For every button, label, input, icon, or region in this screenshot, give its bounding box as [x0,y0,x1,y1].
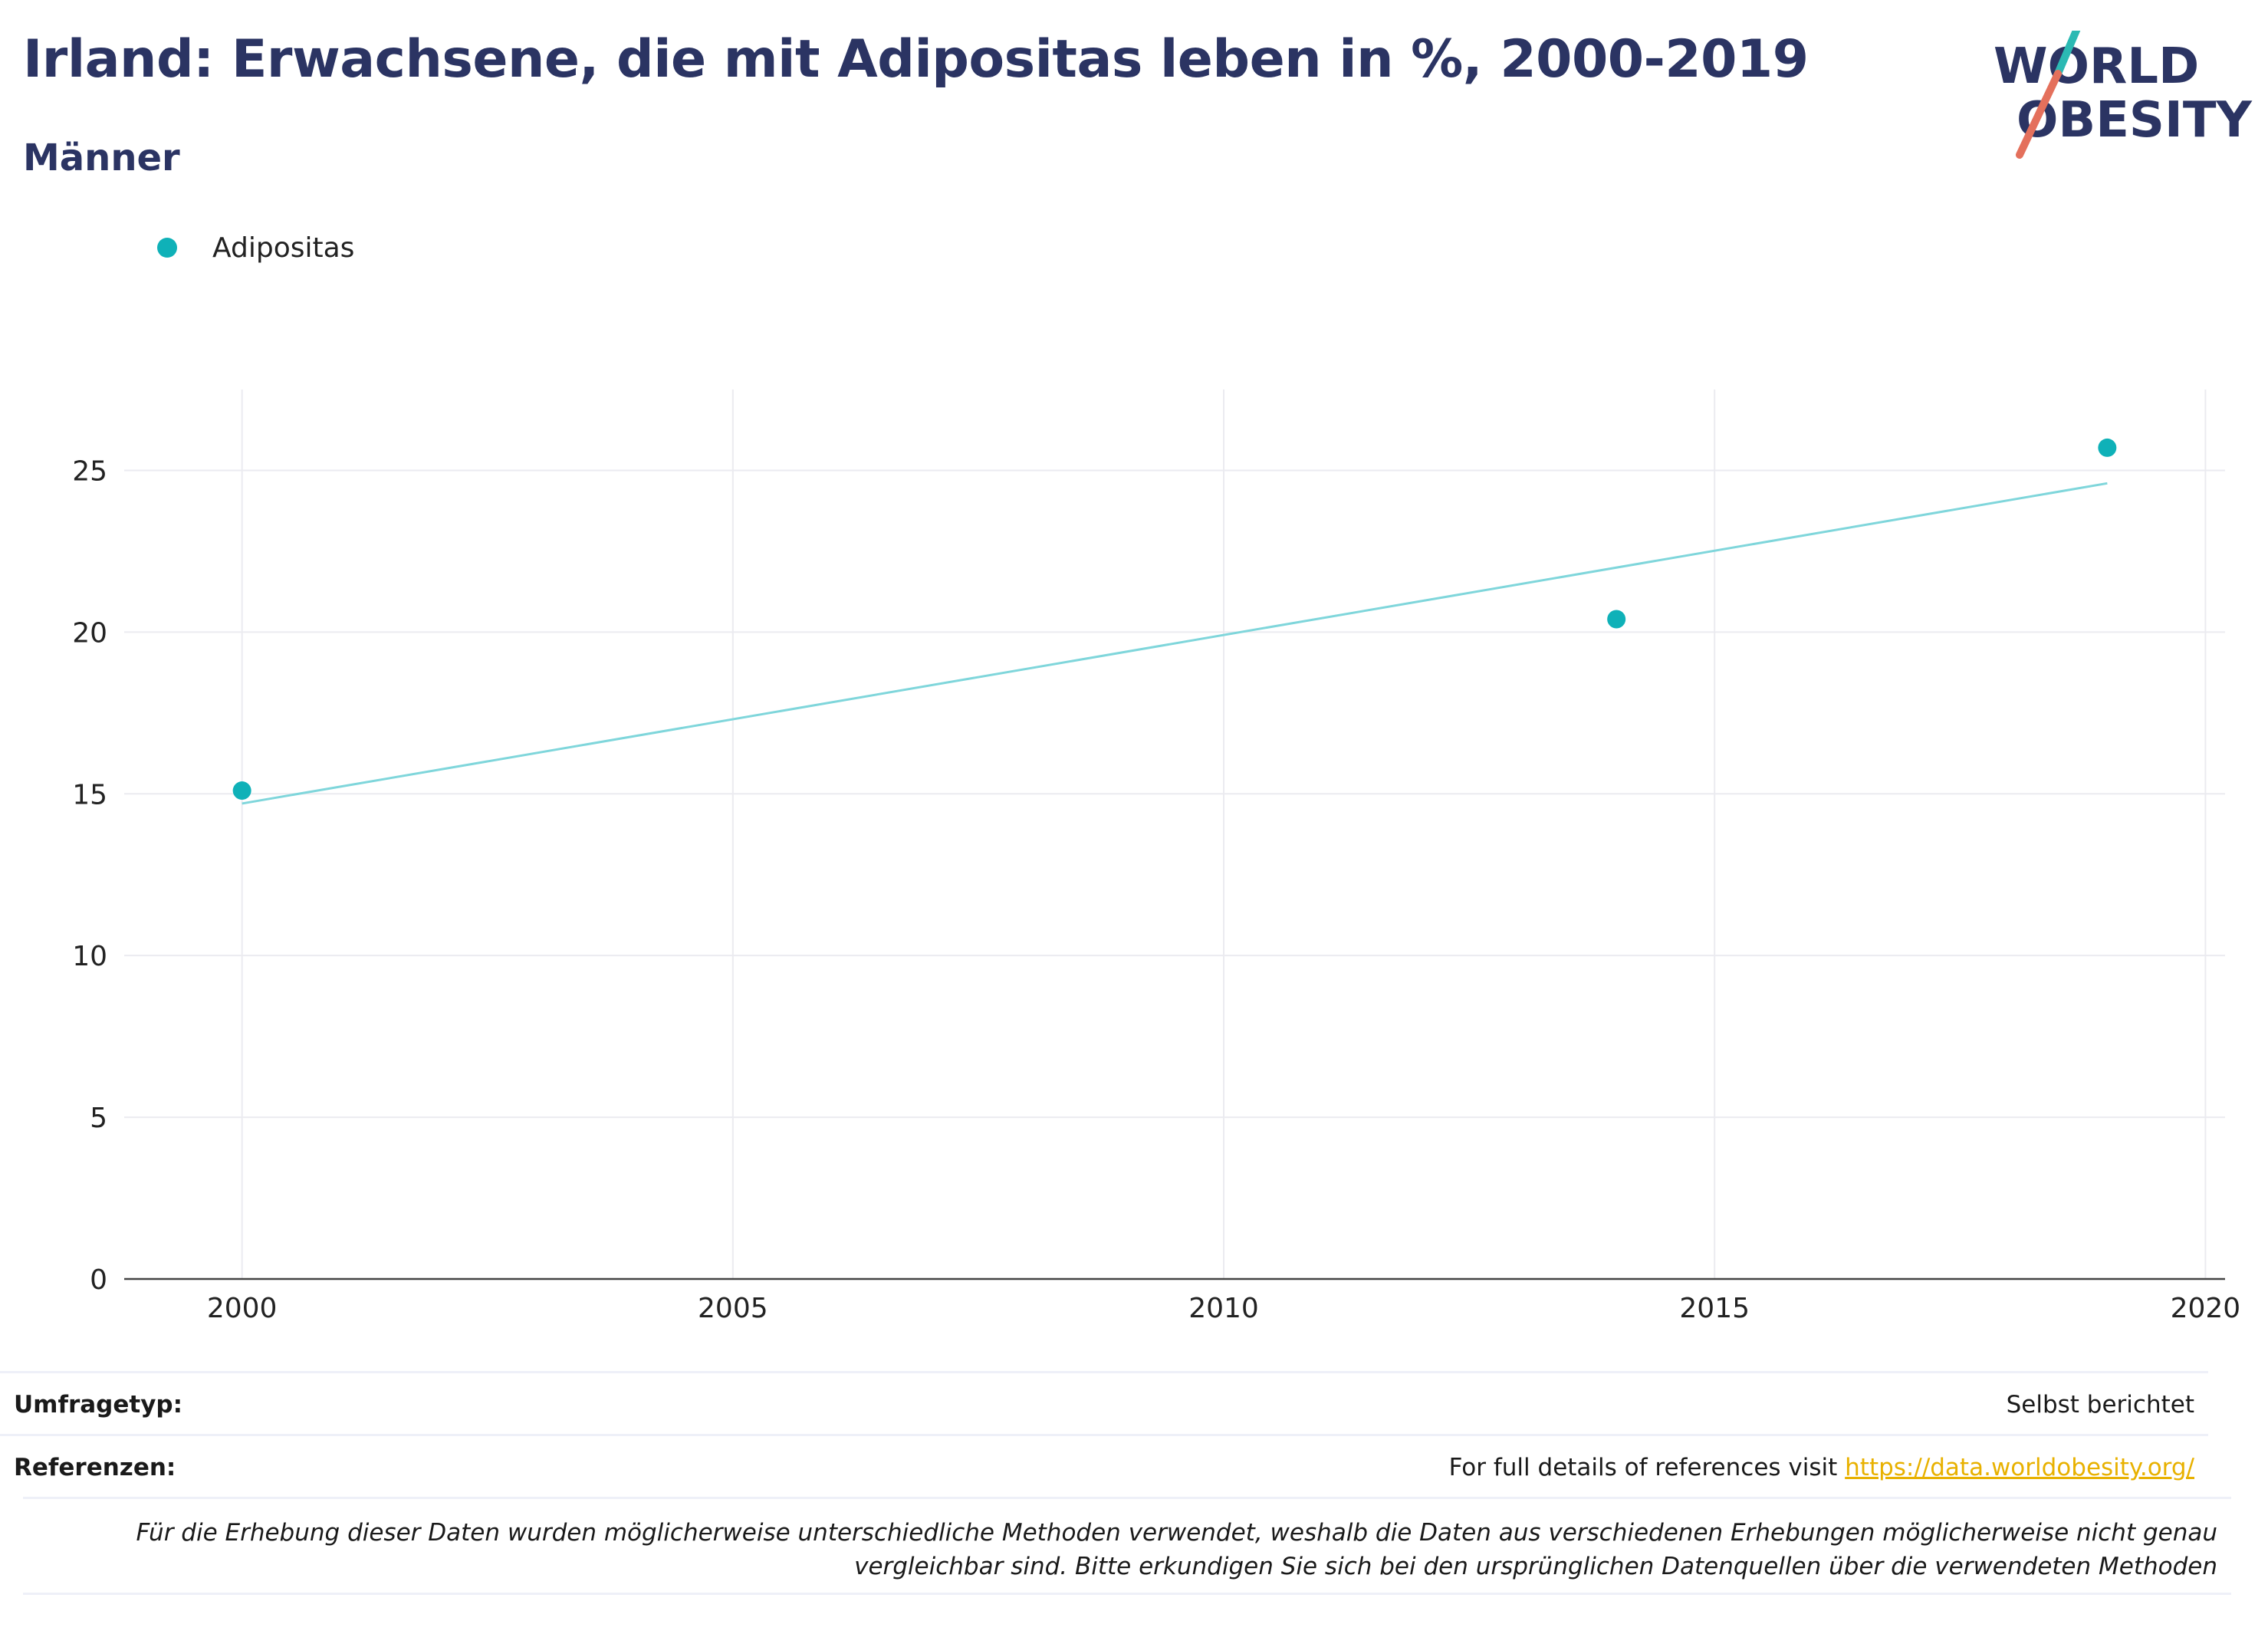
legend-marker-icon [157,238,177,258]
logo-text-world: WORLD [1994,38,2199,95]
y-tick-label: 5 [90,1103,107,1134]
world-obesity-logo[interactable]: WORLD OBESITY [1994,23,2254,161]
references-link[interactable]: https://data.worldobesity.org/ [1845,1454,2194,1481]
survey-type-value: Selbst berichtet [2006,1391,2194,1419]
gridlines [124,390,2225,1279]
data-point [1607,610,1626,629]
logo-graphic: WORLD OBESITY [1994,23,2252,159]
y-tick-label: 15 [72,779,107,810]
x-tick-labels: 2000 2005 2010 2015 2020 [207,1293,2240,1319]
references-label: Referenzen: [14,1454,176,1481]
chart-plot: 2000 2005 2010 2015 2020 0 5 10 15 20 25 [72,390,2240,1319]
methodology-note: Für die Erhebung dieser Daten wurden mög… [23,1497,2231,1595]
logo-slash-teal-icon [2054,23,2082,77]
legend[interactable]: Adipositas [157,228,354,267]
legend-label: Adipositas [212,232,355,264]
x-tick-label: 2020 [2171,1293,2241,1319]
references-value: For full details of references visit htt… [1449,1454,2208,1481]
data-point [2098,438,2117,457]
y-tick-label: 10 [72,941,107,972]
x-tick-label: 2010 [1188,1293,1259,1319]
x-tick-label: 2005 [698,1293,768,1319]
logo-slash-coral-icon [2016,70,2062,159]
chart-title: Irland: Erwachsene, die mit Adipositas l… [23,29,1809,90]
data-point [232,781,251,801]
y-tick-labels: 0 5 10 15 20 25 [72,455,107,1296]
y-tick-label: 25 [72,455,107,487]
y-tick-label: 0 [90,1264,107,1296]
trendline-layer [242,482,2108,805]
references-row: Referenzen: For full details of referenc… [0,1434,2208,1499]
logo-text-obesity: OBESITY [2017,92,2252,149]
y-tick-label: 20 [72,617,107,649]
survey-type-label: Umfragetyp: [14,1391,182,1419]
data-points [232,438,2117,801]
chart-subtitle: Männer [23,136,180,179]
x-tick-label: 2000 [207,1293,278,1319]
trendline [242,482,2108,805]
survey-type-row: Umfragetyp: Selbst berichtet [0,1371,2208,1436]
references-text: For full details of references visit [1448,1454,1846,1481]
x-tick-label: 2015 [1679,1293,1750,1319]
